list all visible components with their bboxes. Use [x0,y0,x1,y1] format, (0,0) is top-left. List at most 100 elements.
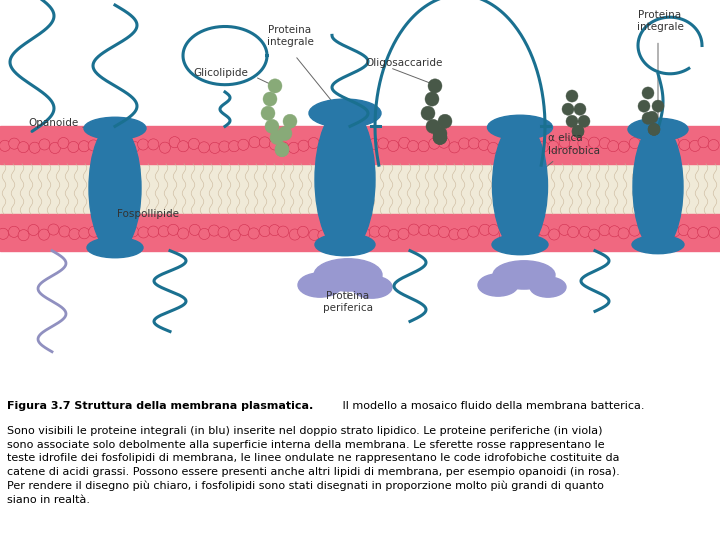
Circle shape [318,141,330,152]
Circle shape [119,140,130,151]
Ellipse shape [315,233,375,256]
Circle shape [229,230,240,240]
Bar [0,126,720,164]
Circle shape [259,226,270,237]
Circle shape [529,140,540,151]
Text: α elica
Idrofobica: α elica Idrofobica [548,133,600,156]
Circle shape [629,138,640,148]
Circle shape [269,225,280,235]
Circle shape [708,227,719,238]
Circle shape [98,139,109,150]
Circle shape [99,230,110,240]
Circle shape [278,226,289,237]
Circle shape [480,224,490,235]
Circle shape [429,138,440,149]
Ellipse shape [84,117,146,139]
Circle shape [338,226,349,237]
Circle shape [578,138,589,148]
Circle shape [580,226,590,238]
Circle shape [138,227,149,238]
Ellipse shape [632,235,684,254]
Circle shape [648,123,660,136]
Circle shape [228,140,240,152]
Circle shape [68,141,79,152]
Circle shape [433,126,447,140]
Circle shape [218,227,229,238]
Circle shape [468,226,479,237]
Text: Sono visibili le proteine integrali (in blu) inserite nel doppio strato lipidico: Sono visibili le proteine integrali (in … [7,426,620,505]
Circle shape [259,137,270,148]
Circle shape [588,137,600,148]
Circle shape [265,119,279,133]
Circle shape [499,143,510,153]
Circle shape [652,100,664,112]
Circle shape [426,119,440,133]
Circle shape [308,138,319,148]
Circle shape [239,225,250,235]
Circle shape [18,230,29,241]
Circle shape [574,103,586,115]
Circle shape [268,79,282,93]
Circle shape [189,138,199,150]
Text: Figura 3.7 Struttura della membrana plasmatica.: Figura 3.7 Struttura della membrana plas… [7,402,313,411]
Circle shape [369,138,380,150]
Circle shape [469,138,480,149]
Circle shape [421,106,435,120]
Circle shape [168,224,179,235]
Circle shape [548,141,559,152]
Circle shape [78,141,89,152]
Circle shape [608,140,618,152]
Text: Proteina
periferica: Proteina periferica [323,291,373,313]
Circle shape [457,228,469,239]
Circle shape [210,143,220,153]
Circle shape [18,141,29,153]
Circle shape [148,226,159,237]
Circle shape [669,226,680,237]
Circle shape [538,141,549,152]
Circle shape [388,140,399,151]
Circle shape [618,228,629,239]
Circle shape [698,137,709,148]
Circle shape [678,225,689,235]
Circle shape [169,137,180,148]
Circle shape [500,230,510,241]
Circle shape [288,142,299,153]
Text: Fospollipide: Fospollipide [117,210,179,219]
Ellipse shape [315,106,375,253]
Circle shape [270,130,284,145]
Circle shape [658,142,669,153]
Circle shape [549,229,559,240]
Circle shape [108,228,119,239]
Ellipse shape [492,234,548,255]
Circle shape [508,140,520,152]
Circle shape [88,140,99,151]
Circle shape [599,138,611,148]
Circle shape [289,229,300,240]
Circle shape [572,125,584,138]
Circle shape [408,224,419,235]
Circle shape [388,230,399,240]
Circle shape [127,226,138,237]
Circle shape [438,226,449,238]
Circle shape [698,226,708,238]
Text: Proteina
integrale: Proteina integrale [636,10,683,32]
Circle shape [329,227,340,238]
Ellipse shape [633,123,683,251]
Circle shape [559,137,570,148]
Circle shape [566,115,578,127]
Circle shape [649,227,660,238]
Circle shape [659,225,670,236]
Circle shape [379,226,390,237]
Circle shape [578,115,590,127]
Ellipse shape [478,274,518,296]
Circle shape [108,141,120,152]
Circle shape [159,142,171,153]
Circle shape [648,140,659,151]
Bar [0,164,720,214]
Circle shape [588,229,600,240]
Circle shape [189,224,200,235]
Circle shape [562,103,574,115]
Ellipse shape [309,99,381,127]
Circle shape [339,142,351,153]
Circle shape [59,226,70,237]
